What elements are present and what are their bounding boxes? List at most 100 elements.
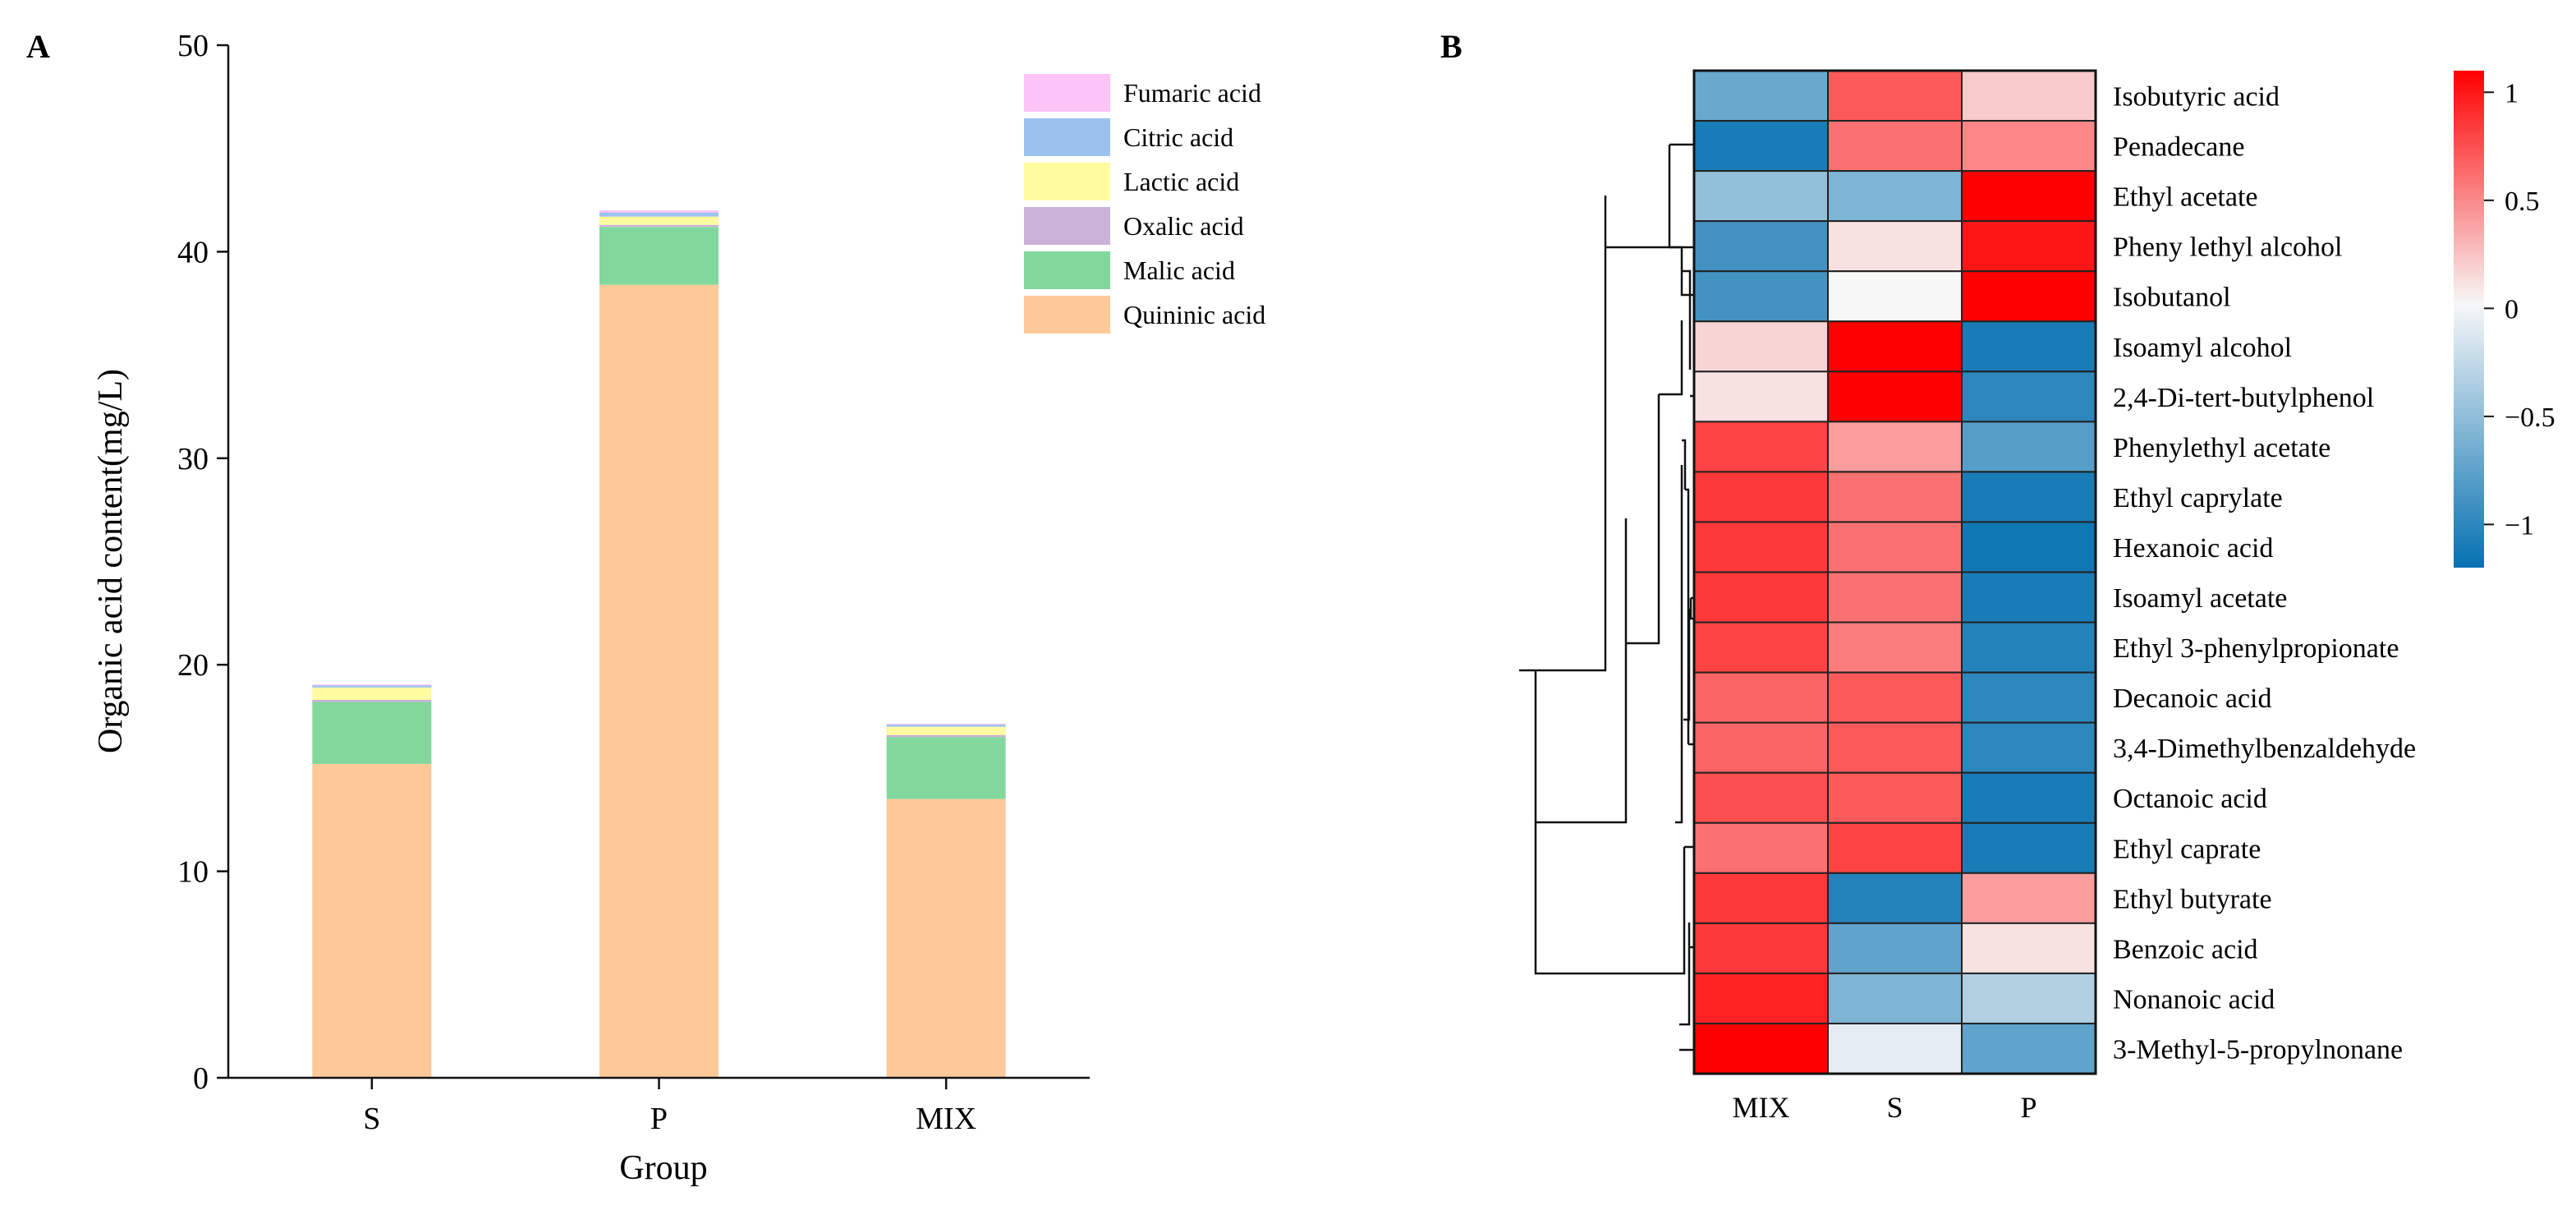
bar-segment: [599, 216, 719, 225]
row-label: Ethyl caprate: [2113, 834, 2261, 864]
row-label: Ethyl caprylate: [2113, 483, 2283, 513]
row-labels: Isobutyric acid Penadecane Ethyl acetate Ph…: [2113, 82, 2416, 1065]
heatmap-cell: [1693, 1022, 1829, 1075]
y-tick-label: 0: [193, 1061, 209, 1096]
heatmap-cell: [1693, 872, 1829, 924]
legend-swatch: [1024, 74, 1110, 112]
row-label: Ethyl acetate: [2113, 182, 2258, 213]
bar-segment: [886, 737, 1006, 799]
heatmap-cell: [1827, 872, 1963, 924]
bar-segment: [599, 210, 719, 213]
x-tick-label: P: [650, 1102, 668, 1136]
heatmap-cell: [1693, 70, 1829, 122]
x-tick-label: S: [363, 1102, 380, 1136]
heatmap-cell: [1693, 972, 1829, 1024]
heatmap-cell: [1961, 822, 2096, 874]
heatmap-cell: [1961, 571, 2096, 624]
legend-swatch: [1024, 207, 1110, 245]
heatmap-border: [1692, 69, 2097, 1075]
column-label: MIX: [1733, 1091, 1790, 1124]
heatmap-cell: [1827, 120, 1963, 173]
bar-group: [312, 210, 1006, 1078]
legend-swatch: [1024, 163, 1110, 200]
heatmap-cell: [1693, 220, 1829, 273]
heatmap-cell: [1693, 320, 1829, 373]
heatmap-cell: [1827, 320, 1963, 373]
bar-segment: [312, 763, 432, 1078]
bar-segment: [599, 212, 719, 217]
heatmap-cell: [1693, 922, 1829, 974]
row-label: Decanoic acid: [2113, 683, 2272, 714]
heatmap-cell: [1827, 370, 1963, 423]
heatmap-cell: [1961, 471, 2096, 523]
heatmap-cell: [1827, 270, 1963, 323]
bar-segment: [886, 723, 1006, 725]
y-tick-label: 30: [177, 442, 209, 476]
column-label: P: [2020, 1091, 2036, 1124]
colorbar-tick-label: 1: [2505, 78, 2519, 108]
y-axis-title: Organic acid content(mg/L): [92, 369, 130, 753]
bar-segment: [599, 284, 719, 1078]
heatmap-cell: [1827, 621, 1963, 674]
legend-label: Malic acid: [1123, 255, 1235, 285]
bar-segment: [886, 798, 1006, 1078]
heatmap-cell: [1693, 270, 1829, 323]
colorbar-tick-label: 0: [2505, 294, 2519, 324]
heatmap-cell: [1693, 822, 1829, 874]
heatmap-cell: [1827, 220, 1963, 273]
row-label: 3,4-Dimethylbenzaldehyde: [2113, 734, 2416, 764]
column-label: S: [1886, 1091, 1903, 1124]
legend-label: Lactic acid: [1123, 167, 1239, 196]
row-label: Isobutanol: [2113, 283, 2231, 313]
colorbar-tick-label: 0.5: [2505, 186, 2540, 217]
heatmap-cell: [1961, 721, 2096, 774]
bar-segment: [312, 699, 432, 702]
row-label: Benzoic acid: [2113, 934, 2258, 964]
legend: Fumaric acid Citric acid Lactic acid Oxalic…: [1024, 74, 1265, 334]
color-scale-legend: 1 0.5 0 −0.5 −1: [2454, 71, 2555, 568]
heatmap-cell: [1827, 571, 1963, 624]
heatmap-cell: [1961, 521, 2096, 573]
row-label: Pheny lethyl alcohol: [2113, 232, 2343, 263]
heatmap-cell: [1961, 421, 2096, 473]
heatmap-cell: [1827, 1022, 1963, 1075]
heatmap-cell: [1827, 421, 1963, 473]
heatmap-cell: [1693, 471, 1829, 523]
y-tick-label: 10: [177, 855, 209, 890]
heatmap-cell: [1693, 370, 1829, 423]
heatmap-cell: [1827, 922, 1963, 974]
colorbar-ticks: 1 0.5 0 −0.5 −1: [2484, 78, 2555, 541]
row-label: Phenylethyl acetate: [2113, 433, 2330, 463]
y-tick-label: 40: [177, 235, 209, 269]
heatmap-cell: [1693, 671, 1829, 724]
heatmap-cells: [1693, 70, 2096, 1075]
x-tick-label: MIX: [916, 1102, 976, 1136]
bar-segment: [312, 687, 432, 700]
heatmap-cell: [1827, 822, 1963, 874]
heatmap-cell: [1827, 771, 1963, 824]
row-label: Ethyl 3-phenylpropionate: [2113, 633, 2399, 664]
colorbar-tick-label: −1: [2505, 510, 2534, 541]
heatmap-cell: [1827, 972, 1963, 1024]
y-axis-ticks: 0 10 20 30 40 50: [177, 29, 228, 1096]
heatmap-cell: [1961, 220, 2096, 273]
heatmap-cell: [1827, 521, 1963, 573]
bar-segment: [886, 726, 1006, 735]
heatmap-cell: [1693, 621, 1829, 674]
colorbar-gradient: [2454, 71, 2484, 568]
legend-label: Quininic acid: [1123, 300, 1265, 329]
heatmap-cell: [1961, 370, 2096, 423]
bar-segment: [886, 734, 1006, 738]
legend-label: Oxalic acid: [1123, 211, 1244, 241]
x-axis-title: Group: [619, 1149, 707, 1187]
legend-swatch: [1024, 251, 1110, 289]
heatmap-cell: [1961, 320, 2096, 373]
row-label: Nonanoic acid: [2113, 984, 2275, 1015]
heatmap-cell: [1961, 70, 2096, 122]
panel-label-b: B: [1440, 28, 1462, 65]
bar-segment: [599, 227, 719, 285]
heatmap-cell: [1961, 270, 2096, 323]
row-dendrogram: [1519, 95, 1696, 1052]
heatmap-cell: [1693, 771, 1829, 824]
